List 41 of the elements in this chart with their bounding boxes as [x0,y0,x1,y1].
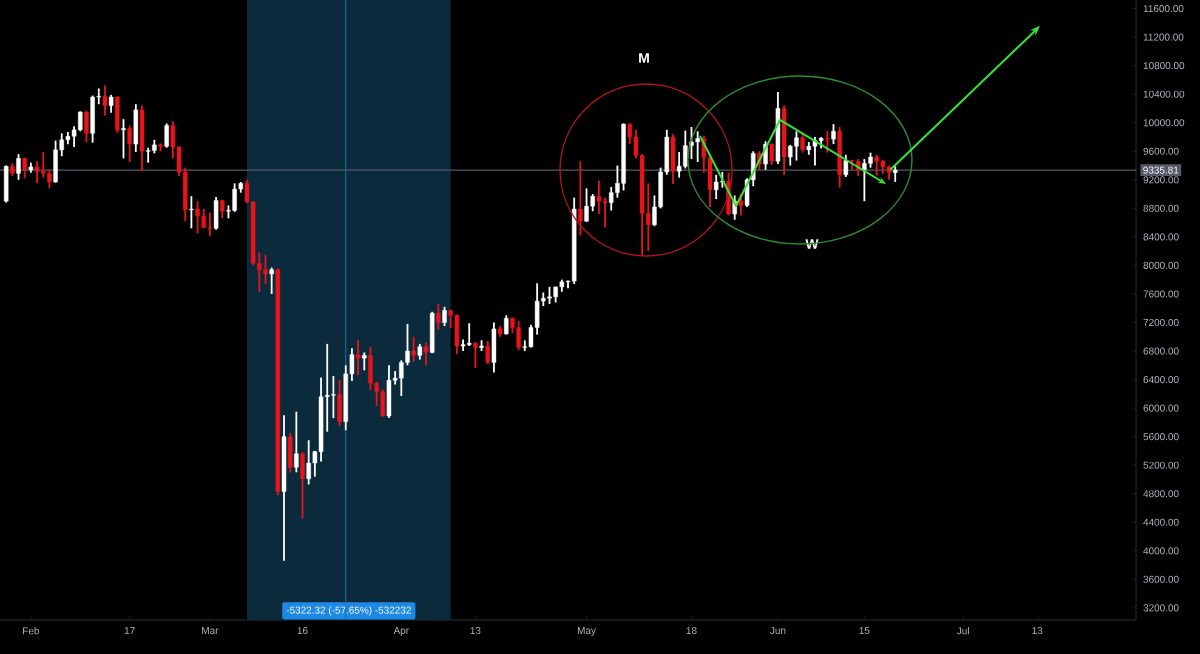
candlestick [442,305,447,327]
candlestick [53,139,58,184]
candlestick [892,165,898,183]
candlestick [145,146,151,164]
candlestick [429,310,435,355]
candlestick [34,160,40,185]
candlestick [584,187,589,223]
candlestick [263,253,268,285]
candlestick [300,451,305,520]
candlestick [794,130,799,162]
candlestick [139,104,145,173]
candlestick [491,321,497,374]
candlestick [84,109,89,143]
candlestick [28,161,34,174]
candlestick [213,196,219,231]
candlestick [355,339,361,377]
candlestick [195,200,200,235]
candlestick [423,341,429,367]
candlestick [108,93,114,114]
candlestick [133,103,139,153]
candlestick [713,173,719,200]
candlestick [386,364,392,419]
candlestick [559,278,565,293]
candlestick [497,325,503,338]
candlestick [337,378,342,427]
candlestick [16,153,21,181]
candlestick [880,158,886,175]
candlestick [102,84,108,117]
candlestick [831,123,836,146]
candlestick [281,414,287,562]
candlestick [3,164,9,204]
candlestick [621,122,626,192]
candlestick [825,130,830,154]
candlestick [417,342,423,361]
candlestick [207,211,213,238]
candlestick [275,267,281,497]
candlestick [670,133,676,185]
candlestick [121,118,126,160]
candlestick [287,432,293,474]
candlestick [454,313,460,355]
candlestick [189,195,194,230]
